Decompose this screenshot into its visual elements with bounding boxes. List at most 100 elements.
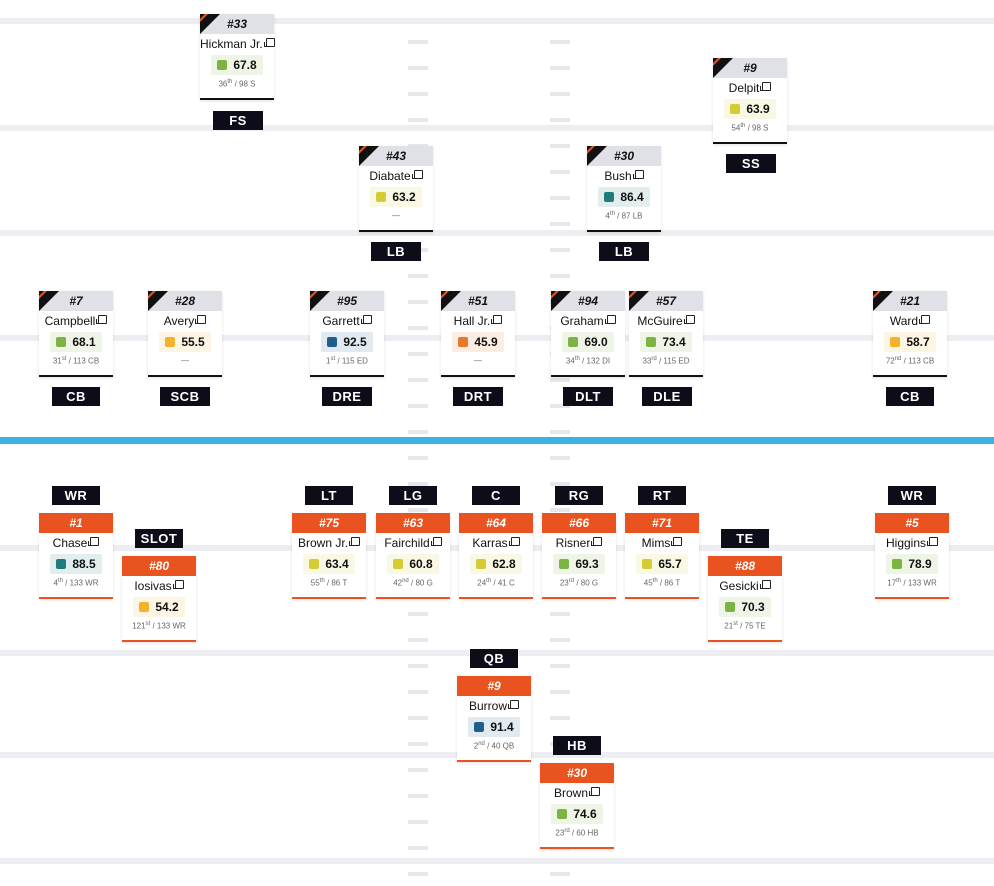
player-name[interactable]: Hickman Jr. bbox=[200, 37, 263, 51]
player-name[interactable]: Burrow bbox=[468, 699, 507, 713]
player-name[interactable]: Ward bbox=[889, 314, 919, 328]
compare-player-icon[interactable] bbox=[491, 315, 503, 324]
compare-player-icon[interactable] bbox=[683, 315, 695, 324]
compare-player-icon[interactable] bbox=[360, 315, 372, 324]
rank-number: 23 bbox=[555, 828, 565, 838]
player-card-qb[interactable]: #9 Burrow 91.4 2nd / 40 QB bbox=[457, 676, 531, 762]
compare-player-icon[interactable] bbox=[430, 537, 442, 546]
player-name-row[interactable]: Karras bbox=[459, 536, 533, 550]
player-name-row[interactable]: Fairchild bbox=[376, 536, 450, 550]
grade-tier-icon bbox=[309, 559, 320, 569]
player-card-dlt[interactable]: #94 Graham 69.0 34th / 132 DI bbox=[551, 291, 625, 377]
player-name[interactable]: Campbell bbox=[44, 314, 96, 328]
compare-player-icon[interactable] bbox=[759, 580, 771, 589]
player-card-hb[interactable]: #30 Brown 74.6 23rd / 60 HB bbox=[540, 763, 614, 849]
player-card-ss[interactable]: #9 Delpit 63.9 54th / 98 S bbox=[713, 58, 787, 144]
hash-mark bbox=[408, 456, 428, 460]
compare-player-icon[interactable] bbox=[349, 537, 360, 546]
player-name[interactable]: Gesicki bbox=[719, 579, 759, 593]
compare-player-icon[interactable] bbox=[172, 580, 184, 589]
player-name-row[interactable]: Campbell bbox=[39, 314, 113, 328]
player-name[interactable]: Hall Jr. bbox=[453, 314, 491, 328]
player-name-row[interactable]: Avery bbox=[148, 314, 222, 328]
compare-player-icon[interactable] bbox=[88, 537, 100, 546]
player-name[interactable]: Graham bbox=[560, 314, 604, 328]
player-name[interactable]: Bush bbox=[604, 169, 632, 183]
player-card-slot[interactable]: #80 Iosivas 54.2 121st / 133 WR bbox=[122, 556, 196, 642]
player-card-lt[interactable]: #75 Brown Jr. 63.4 55th / 86 T bbox=[292, 513, 366, 599]
rank-number: 33 bbox=[642, 356, 652, 366]
compare-player-icon[interactable] bbox=[96, 315, 108, 324]
player-card-lg[interactable]: #63 Fairchild 60.8 42nd / 80 G bbox=[376, 513, 450, 599]
player-name[interactable]: Diabate bbox=[369, 169, 411, 183]
compare-player-icon[interactable] bbox=[508, 700, 519, 709]
compare-player-icon[interactable] bbox=[671, 537, 683, 546]
hash-mark bbox=[408, 716, 428, 720]
player-card-fs[interactable]: #33 Hickman Jr. 67.8 36th / 98 S bbox=[200, 14, 275, 100]
player-card-dre[interactable]: #95 Garrett 92.5 1st / 115 ED bbox=[310, 291, 384, 377]
player-card-cb2[interactable]: #21 Ward 58.7 72nd / 113 CB bbox=[873, 291, 947, 377]
player-name[interactable]: Mims bbox=[641, 536, 671, 550]
player-card-wr1[interactable]: #1 Chase 88.5 4th / 133 WR bbox=[39, 513, 113, 599]
compare-player-icon[interactable] bbox=[632, 170, 644, 179]
compare-player-icon[interactable] bbox=[760, 82, 772, 91]
compare-player-icon[interactable] bbox=[927, 537, 939, 546]
player-card-rg[interactable]: #66 Risner 69.3 23rd / 80 G bbox=[542, 513, 616, 599]
player-name-row[interactable]: McGuire bbox=[629, 314, 703, 328]
player-card-rt[interactable]: #71 Mims 65.7 45th / 86 T bbox=[625, 513, 699, 599]
player-name-row[interactable]: Brown bbox=[540, 786, 614, 800]
player-name-row[interactable]: Burrow bbox=[457, 699, 531, 713]
player-name-row[interactable]: Gesicki bbox=[708, 579, 782, 593]
player-name-row[interactable]: Garrett bbox=[310, 314, 384, 328]
player-name[interactable]: Garrett bbox=[322, 314, 360, 328]
player-name-row[interactable]: Brown Jr. bbox=[292, 536, 366, 550]
player-name[interactable]: Chase bbox=[52, 536, 88, 550]
player-name-row[interactable]: Diabate bbox=[359, 169, 433, 183]
player-name[interactable]: Brown Jr. bbox=[297, 536, 348, 550]
compare-player-icon[interactable] bbox=[604, 315, 616, 324]
compare-player-icon[interactable] bbox=[263, 38, 275, 47]
player-name-row[interactable]: Risner bbox=[542, 536, 616, 550]
player-name[interactable]: Risner bbox=[555, 536, 591, 550]
player-card-te[interactable]: #88 Gesicki 70.3 21st / 75 TE bbox=[708, 556, 782, 642]
player-name-row[interactable]: Iosivas bbox=[122, 579, 196, 593]
player-name-row[interactable]: Hickman Jr. bbox=[200, 37, 275, 51]
compare-player-icon[interactable] bbox=[508, 537, 520, 546]
player-card-scb[interactable]: #28 Avery 55.5 — bbox=[148, 291, 222, 377]
compare-player-icon[interactable] bbox=[589, 787, 600, 796]
player-name-row[interactable]: Mims bbox=[625, 536, 699, 550]
player-name[interactable]: Iosivas bbox=[134, 579, 172, 593]
player-card-drt[interactable]: #51 Hall Jr. 45.9 — bbox=[441, 291, 515, 377]
player-name-row[interactable]: Graham bbox=[551, 314, 625, 328]
player-name-row[interactable]: Bush bbox=[587, 169, 661, 183]
player-name-row[interactable]: Hall Jr. bbox=[441, 314, 515, 328]
player-name-row[interactable]: Chase bbox=[39, 536, 113, 550]
compare-player-icon[interactable] bbox=[591, 537, 603, 546]
position-rank: 36th / 98 S bbox=[200, 79, 274, 89]
player-name-row[interactable]: Higgins bbox=[875, 536, 949, 550]
player-name[interactable]: McGuire bbox=[637, 314, 683, 328]
player-card-c[interactable]: #64 Karras 62.8 24th / 41 C bbox=[459, 513, 533, 599]
player-card-cb1[interactable]: #7 Campbell 68.1 31st / 113 CB bbox=[39, 291, 113, 377]
player-card-lb1[interactable]: #43 Diabate 63.2 — bbox=[359, 146, 433, 232]
player-name-row[interactable]: Delpit bbox=[713, 81, 787, 95]
player-name[interactable]: Delpit bbox=[728, 81, 760, 95]
player-name[interactable]: Brown bbox=[553, 786, 588, 800]
grade-value: 55.5 bbox=[181, 335, 205, 349]
player-name-row[interactable]: Ward bbox=[873, 314, 947, 328]
player-name[interactable]: Karras bbox=[472, 536, 508, 550]
player-card-wr2[interactable]: #5 Higgins 78.9 17th / 133 WR bbox=[875, 513, 949, 599]
grade-value: 88.5 bbox=[72, 557, 96, 571]
compare-player-icon[interactable] bbox=[195, 315, 207, 324]
jersey-number: #5 bbox=[905, 516, 919, 530]
compare-player-icon[interactable] bbox=[919, 315, 931, 324]
player-name[interactable]: Fairchild bbox=[384, 536, 430, 550]
player-name[interactable]: Avery bbox=[163, 314, 195, 328]
compare-player-icon[interactable] bbox=[411, 170, 423, 179]
player-name[interactable]: Higgins bbox=[885, 536, 927, 550]
grade-value: 62.8 bbox=[492, 557, 516, 571]
grade-badge: 62.8 bbox=[470, 554, 522, 574]
player-card-lb2[interactable]: #30 Bush 86.4 4th / 87 LB bbox=[587, 146, 661, 232]
player-card-dle[interactable]: #57 McGuire 73.4 33rd / 115 ED bbox=[629, 291, 703, 377]
position-rank: 1st / 115 ED bbox=[310, 356, 384, 366]
